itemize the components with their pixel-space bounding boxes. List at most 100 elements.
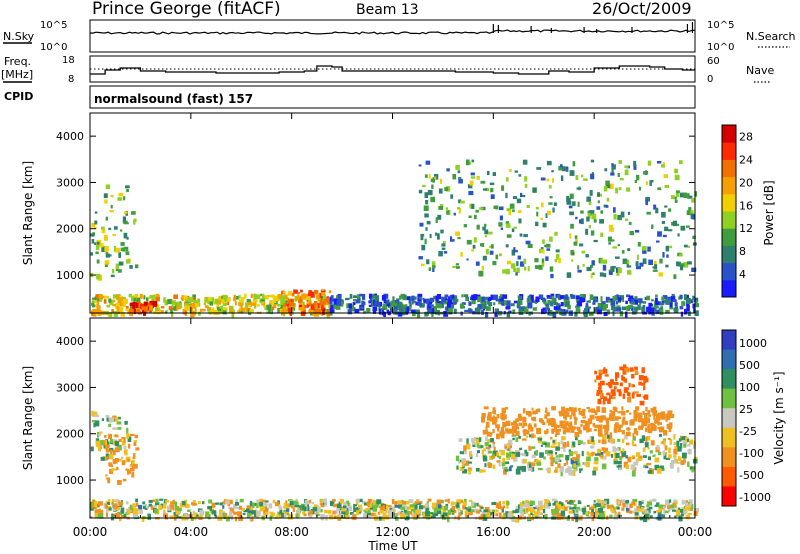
- heatmap-cell: [412, 311, 416, 317]
- heatmap-cell: [612, 396, 616, 400]
- heatmap-cell: [437, 214, 442, 220]
- heatmap-cell: [374, 295, 379, 302]
- heatmap-cell: [472, 444, 476, 447]
- heatmap-cell: [96, 432, 100, 438]
- heatmap-cell: [590, 230, 595, 236]
- heatmap-cell: [586, 216, 590, 222]
- heatmap-cell: [579, 219, 582, 224]
- velocity-colorbar-swatch: [722, 330, 736, 351]
- heatmap-cell: [581, 296, 586, 302]
- heatmap-cell: [664, 205, 668, 208]
- velocity-colorbar-tick: -500: [739, 469, 764, 482]
- x-tick-label: 20:00: [577, 525, 612, 539]
- nsearch-tick-top: 10^5: [707, 20, 734, 31]
- heatmap-cell: [443, 506, 448, 511]
- heatmap-cell: [634, 508, 638, 514]
- heatmap-cell: [366, 512, 371, 516]
- heatmap-cell: [560, 309, 564, 312]
- heatmap-cell: [193, 300, 196, 303]
- heatmap-cell: [272, 499, 276, 504]
- freq-label: Freq.: [4, 55, 31, 68]
- heatmap-cell: [495, 509, 499, 513]
- heatmap-cell: [175, 510, 181, 515]
- heatmap-cell: [540, 177, 546, 181]
- heatmap-cell: [687, 193, 690, 199]
- heatmap-cell: [518, 422, 523, 426]
- heatmap-cell: [624, 367, 630, 373]
- heatmap-cell: [481, 450, 484, 455]
- heatmap-cell: [482, 255, 487, 261]
- freq-panel-frame: [89, 55, 696, 83]
- heatmap-cell: [556, 309, 561, 312]
- heatmap-cell: [430, 178, 435, 183]
- heatmap-cell: [569, 415, 572, 420]
- heatmap-cell: [426, 501, 429, 504]
- heatmap-cell: [571, 516, 575, 522]
- heatmap-cell: [233, 511, 238, 515]
- heatmap-cell: [534, 265, 540, 269]
- heatmap-cell: [276, 514, 282, 518]
- heatmap-cell: [652, 454, 656, 457]
- heatmap-cell: [518, 435, 521, 439]
- heatmap-cell: [658, 504, 663, 509]
- heatmap-cell: [500, 413, 505, 419]
- heatmap-cell: [577, 305, 581, 309]
- heatmap-cell: [308, 290, 313, 296]
- heatmap-cell: [535, 296, 540, 303]
- heatmap-cell: [435, 217, 438, 223]
- heatmap-cell: [458, 438, 463, 442]
- heatmap-cell: [575, 175, 579, 180]
- heatmap-cell: [489, 182, 495, 186]
- heatmap-cell: [515, 272, 518, 276]
- heatmap-cell: [144, 507, 148, 510]
- heatmap-cell: [691, 467, 694, 473]
- heatmap-cell: [227, 502, 231, 507]
- heatmap-cell: [502, 269, 507, 274]
- heatmap-cell: [599, 219, 604, 224]
- heatmap-cell: [440, 499, 444, 504]
- heatmap-cell: [652, 424, 656, 429]
- heatmap-cell: [674, 168, 678, 174]
- heatmap-cell: [518, 174, 522, 177]
- heatmap-cell: [603, 186, 608, 192]
- heatmap-cell: [394, 309, 397, 313]
- heatmap-cell: [687, 461, 690, 467]
- heatmap-cell: [609, 413, 613, 419]
- heatmap-cell: [380, 308, 386, 311]
- heatmap-cell: [574, 235, 578, 240]
- heatmap-cell: [489, 455, 494, 460]
- heatmap-cell: [488, 451, 493, 454]
- heatmap-cell: [484, 311, 489, 318]
- power-colorbar-swatch: [722, 125, 736, 143]
- heatmap-cell: [465, 443, 471, 450]
- heatmap-cell: [248, 510, 254, 515]
- heatmap-cell: [610, 239, 615, 242]
- heatmap-cell: [134, 434, 138, 439]
- heatmap-cell: [129, 302, 135, 306]
- heatmap-cell: [562, 166, 566, 172]
- velocity-colorbar-tick: 25: [739, 403, 753, 416]
- heatmap-cell: [505, 268, 510, 275]
- heatmap-cell: [462, 501, 467, 506]
- heatmap-cell: [572, 426, 575, 431]
- heatmap-cell: [101, 246, 107, 252]
- heatmap-cell: [687, 311, 691, 316]
- heatmap-cell: [471, 159, 475, 163]
- heatmap-cell: [662, 234, 667, 238]
- heatmap-cell: [651, 299, 654, 302]
- heatmap-cell: [676, 440, 680, 447]
- heatmap-cell: [372, 507, 378, 512]
- heatmap-cell: [502, 457, 505, 463]
- heatmap-cell: [558, 454, 564, 458]
- heatmap-cell: [609, 183, 614, 190]
- heatmap-cell: [359, 498, 363, 503]
- heatmap-cell: [397, 511, 400, 516]
- heatmap-cell: [616, 416, 621, 420]
- heatmap-cell: [294, 505, 299, 508]
- heatmap-cell: [308, 499, 312, 503]
- heatmap-cell: [651, 408, 657, 412]
- heatmap-cell: [479, 469, 483, 473]
- heatmap-cell: [291, 306, 296, 311]
- heatmap-cell: [122, 297, 126, 299]
- heatmap-cell: [683, 192, 688, 199]
